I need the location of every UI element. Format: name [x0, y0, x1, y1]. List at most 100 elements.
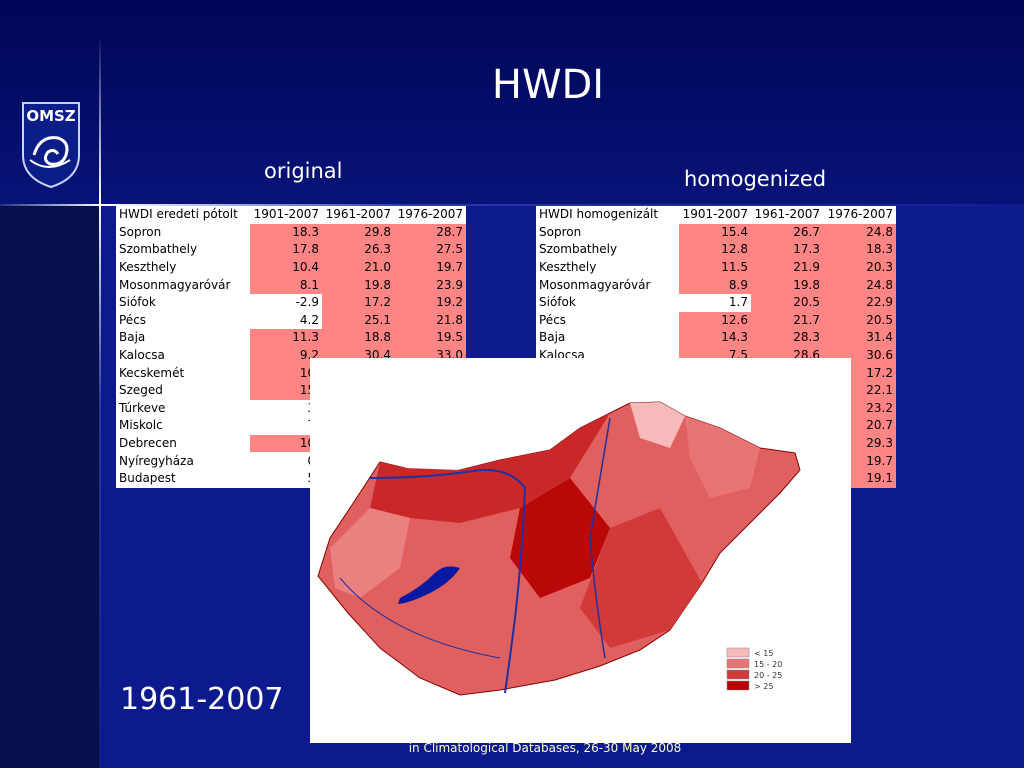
header-row: HWDI eredeti pótolt 1901-2007 1961-2007 197…: [116, 206, 466, 224]
value-cell: 19.5: [394, 329, 466, 347]
table-row: Debrecen10.: [116, 434, 466, 453]
table-row: Szombathely 12.8 17.3 18.3: [536, 241, 896, 259]
value-cell: 12.8: [679, 241, 751, 259]
table-row: Siófok 1.7 20.5 22.9: [536, 293, 896, 312]
table-row: Szombathely 17.8 26.3 27.5: [116, 241, 466, 259]
header-row: HWDI homogenizált 1901-2007 1961-2007 1976-…: [536, 206, 896, 224]
footer: in Climatological Databases, 26-30 May 2…: [408, 741, 682, 755]
station-name: Budapest: [119, 471, 176, 486]
table-row: Mosonmagyaróvár 8.1 19.8 23.9: [116, 276, 466, 294]
data-table: HWDI homogenizált 1901-2007 1961-2007 1976-…: [536, 206, 896, 488]
table-row: Siófok -2.9 17.2 19.2: [116, 293, 466, 312]
table-row: Baja 11.3 18.8 19.5: [116, 329, 466, 347]
slide-title: HWDI: [491, 62, 605, 108]
station-name: Mosonmagyaróvár: [539, 277, 651, 292]
map: < 15 15 - 20 20 - 25 > 25: [310, 358, 851, 743]
map-drawing: < 15 15 - 20 20 - 25 > 25: [317, 401, 801, 696]
value-cell: 17.3: [751, 241, 823, 259]
column-header: 1976-2007: [397, 207, 463, 222]
value-cell: 11.3: [250, 329, 322, 347]
value-cell: 18.3: [250, 223, 322, 242]
value-cell: 11.5: [679, 258, 751, 277]
value-cell: 24.8: [823, 276, 896, 294]
station-name: Siófok: [119, 295, 156, 310]
table-caption: original: [264, 159, 343, 183]
value-cell: 15.4: [679, 223, 751, 242]
value-cell: 17.2: [322, 293, 394, 312]
value-cell: 19.8: [322, 276, 394, 294]
station-name: Pécs: [539, 312, 567, 327]
column-header: HWDI eredeti pótolt: [119, 207, 238, 222]
station-name: Nyíregyháza: [119, 453, 194, 468]
divider: [0, 204, 1024, 206]
station-name: Sopron: [119, 224, 162, 239]
value-cell: 21.8: [394, 311, 466, 330]
value-cell: 27.5: [394, 241, 466, 259]
value-cell: 14.3: [679, 329, 751, 347]
logo: OMSZ: [22, 102, 80, 189]
legend-swatch: [726, 680, 750, 691]
value-cell: 19.7: [394, 258, 466, 277]
period-label: 1961-2007: [120, 682, 284, 717]
column-header: 1901-2007: [253, 207, 319, 222]
value-cell: 8.9: [679, 276, 751, 294]
legend-swatch: [726, 669, 750, 680]
value-cell: 19.2: [394, 293, 466, 312]
legend-label: > 25: [754, 682, 773, 691]
station-name: Miskolc: [119, 418, 163, 433]
value-cell: 8.1: [250, 276, 322, 294]
legend-label: 20 - 25: [754, 671, 782, 680]
station-name: Szombathely: [119, 242, 198, 257]
station-name: Kecskemét: [119, 365, 185, 380]
table-row: Keszthely 11.5 21.9 20.3: [536, 258, 896, 277]
column-header: 1901-2007: [682, 207, 748, 222]
station-name: Szombathely: [539, 242, 618, 257]
value-cell: 26.7: [751, 223, 823, 242]
data-table: HWDI eredeti pótolt 1901-2007 1961-2007 197…: [116, 206, 466, 488]
top-band: [0, 0, 1024, 205]
value-cell: 20.5: [751, 293, 823, 312]
column-header: HWDI homogenizált: [539, 207, 659, 222]
value-cell: 20.3: [823, 258, 896, 277]
column-header: 1976-2007: [827, 207, 893, 222]
value-cell: 24.8: [823, 223, 896, 242]
value-cell: 28.3: [751, 329, 823, 347]
column-header: 1961-2007: [754, 207, 820, 222]
table-caption: homogenized: [684, 167, 827, 191]
station-name: Túrkeve: [119, 400, 166, 415]
legend-swatch: [726, 647, 750, 658]
station-name: Keszthely: [539, 260, 597, 275]
table-row: Pécs 4.2 25.1 21.8: [116, 311, 466, 330]
value-cell: 20.5: [823, 311, 896, 330]
legend-swatch: [726, 658, 750, 669]
value-cell: 21.9: [751, 258, 823, 277]
value-cell: 23.9: [394, 276, 466, 294]
value-cell: 19.8: [751, 276, 823, 294]
divider: [99, 40, 101, 768]
value-cell: 31.4: [823, 329, 896, 347]
station-name: Baja: [539, 330, 566, 345]
station-name: Pécs: [119, 312, 147, 327]
station-name: Keszthely: [119, 260, 177, 275]
value-cell: 12.6: [679, 311, 751, 330]
table-row: Mosonmagyaróvár 8.9 19.8 24.8: [536, 276, 896, 294]
value-cell: 10.4: [250, 258, 322, 277]
value-cell: -2.9: [295, 295, 319, 310]
table-row: Keszthely 10.4 21.0 19.7: [116, 258, 466, 277]
legend-label: 15 - 20: [754, 660, 782, 669]
value-cell: 21.0: [322, 258, 394, 277]
station-name: Szeged: [119, 383, 163, 398]
value-cell: 22.9: [823, 293, 896, 312]
column-header: 1961-2007: [325, 207, 391, 222]
table-row: Sopron 15.4 26.7 24.8: [536, 223, 896, 242]
logo-text: OMSZ: [26, 107, 75, 125]
value-cell: 26.3: [322, 241, 394, 259]
legend: < 15 15 - 20 20 - 25 > 25: [726, 647, 782, 691]
station-name: Mosonmagyaróvár: [119, 277, 231, 292]
value-cell: 29.8: [322, 223, 394, 242]
value-cell: 25.1: [322, 311, 394, 330]
station-name: Debrecen: [119, 436, 177, 451]
value-cell: 4.2: [299, 312, 319, 327]
value-cell: 28.7: [394, 223, 466, 242]
